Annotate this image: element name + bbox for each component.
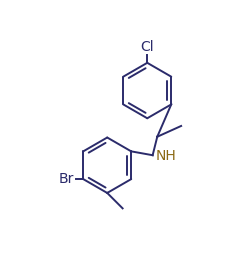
- Text: NH: NH: [156, 149, 177, 163]
- Text: Cl: Cl: [141, 40, 154, 54]
- Text: Br: Br: [59, 172, 74, 186]
